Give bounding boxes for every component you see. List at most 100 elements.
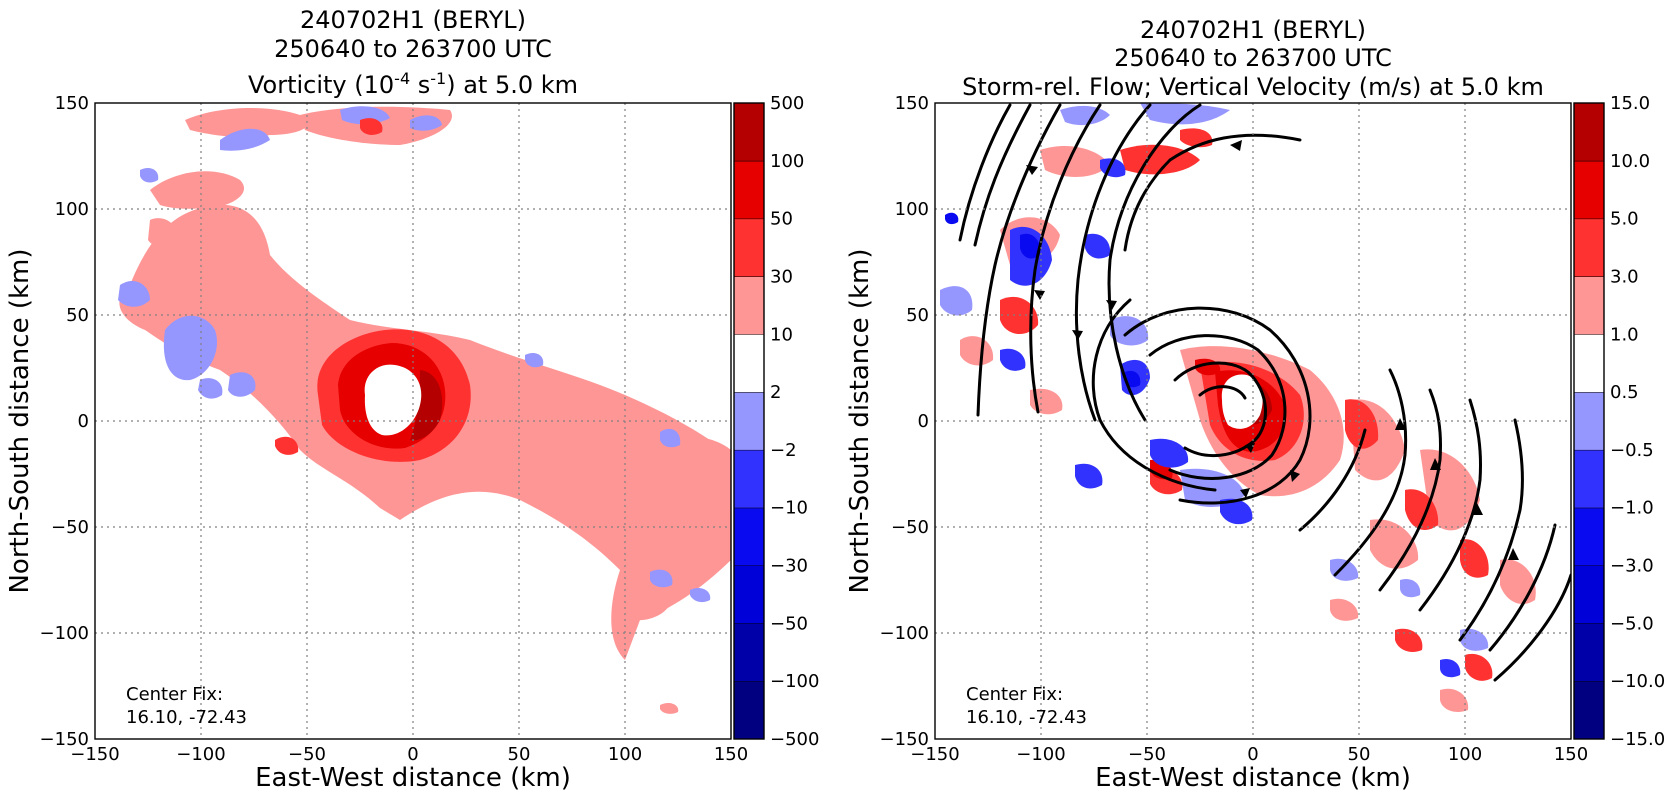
left-title-line3-post: ) at 5.0 km [446, 71, 578, 99]
colorbar-tick-label: −5.0 [1610, 613, 1654, 634]
colorbar-tick-label: −2 [770, 440, 797, 461]
colorbar-tick-label: 0.5 [1610, 382, 1639, 403]
right-y-tick-label: −50 [891, 517, 929, 538]
colorbar-segment [734, 623, 764, 682]
left-contour-50-100 [410, 370, 443, 441]
left-center-fix-label: Center Fix: [126, 684, 223, 705]
right-colorbar: −15.0 −10.0 −5.0 −3.0 −1.0 −0.5 0.5 1.0 3.0 5.0 10… [1573, 93, 1665, 750]
colorbar-segment [734, 160, 764, 219]
left-x-axis-label: East-West distance (km) [255, 763, 571, 793]
colorbar-segment [734, 103, 764, 161]
streamline-arrow [1026, 165, 1038, 175]
colorbar-tick-label: −50 [770, 613, 808, 634]
left-y-tick-label: −150 [40, 729, 89, 750]
colorbar-segment [734, 276, 764, 335]
colorbar-segment [734, 681, 764, 739]
colorbar-tick-label: −3.0 [1610, 556, 1654, 577]
colorbar-frame [733, 102, 765, 740]
left-grid [95, 103, 731, 739]
streamline [1198, 385, 1247, 400]
right-y-ticks: −150 −100 −50 0 50 100 150 [880, 93, 929, 750]
left-y-ticks: −150 −100 −50 0 50 100 150 [40, 93, 89, 750]
left-plot-frame [94, 102, 732, 740]
right-contour-neg-3-5 [945, 212, 1141, 388]
colorbar-tick-label: 1.0 [1610, 324, 1639, 345]
left-y-tick-label: 50 [66, 305, 89, 326]
left-x-ticks: −150 −100 −50 0 50 100 150 [70, 744, 748, 765]
colorbar-tick-label: −10 [770, 498, 808, 519]
streamline [1298, 428, 1367, 532]
colorbar-segment [1574, 392, 1604, 450]
right-y-tick-label: 150 [895, 93, 929, 114]
right-plot-frame [934, 102, 1572, 740]
left-panel: 240702H1 (BERYL) 250640 to 263700 UTC Vo… [5, 6, 819, 793]
left-title-line3-mid: s [410, 71, 430, 99]
left-x-tick-label: 50 [508, 744, 531, 765]
left-x-tick-label: 100 [608, 744, 642, 765]
left-y-axis-label: North-South distance (km) [5, 248, 35, 593]
streamline [1107, 103, 1202, 422]
streamline-arrow [1395, 418, 1406, 430]
streamline [1493, 573, 1571, 682]
colorbar-tick-label: 3.0 [1610, 266, 1639, 287]
colorbar-tick-label: 10 [770, 324, 793, 345]
streamline [1091, 298, 1217, 492]
colorbar-frame [1573, 102, 1605, 740]
colorbar-tick-label: 50 [770, 209, 793, 230]
left-vorticity-field [118, 106, 731, 714]
streamline [1148, 334, 1287, 480]
left-y-tick-label: −50 [51, 517, 89, 538]
colorbar-tick-label: 10.0 [1610, 151, 1650, 172]
colorbar-segment [734, 392, 764, 450]
colorbar-tick-label: −15.0 [1610, 729, 1665, 750]
left-x-tick-label: 150 [714, 744, 748, 765]
right-title-line1: 240702H1 (BERYL) [1140, 16, 1366, 44]
left-eye [364, 364, 422, 436]
left-x-tick-label: −150 [70, 744, 119, 765]
left-y-tick-label: −100 [40, 623, 89, 644]
colorbar-segment [734, 507, 764, 566]
colorbar-tick-label: −1.0 [1610, 498, 1654, 519]
colorbar-segment [1574, 507, 1604, 566]
streamline-arrow [1230, 140, 1242, 151]
left-x-tick-label: −50 [288, 744, 326, 765]
left-title-line2: 250640 to 263700 UTC [274, 35, 552, 63]
streamline [1173, 361, 1267, 458]
right-title-line3: Storm-rel. Flow; Vertical Velocity (m/s)… [962, 73, 1544, 101]
colorbar-tick-label: −10.0 [1610, 671, 1665, 692]
right-x-tick-label: 100 [1448, 744, 1482, 765]
right-panel: 240702H1 (BERYL) 250640 to 263700 UTC St… [845, 16, 1665, 793]
right-vertical-velocity-field [940, 103, 1571, 712]
right-x-tick-label: −100 [1016, 744, 1065, 765]
left-contour-neg-2-10 [118, 106, 711, 603]
left-x-tick-label: 0 [407, 744, 418, 765]
right-y-axis-label: North-South distance (km) [845, 248, 875, 593]
left-y-tick-label: 100 [55, 199, 89, 220]
left-x-tick-label: −100 [176, 744, 225, 765]
streamline [1123, 133, 1302, 252]
colorbar-tick-label: 2 [770, 382, 781, 403]
streamline [1333, 368, 1408, 577]
colorbar-segment [1574, 565, 1604, 624]
right-x-ticks: −150 −100 −50 0 50 100 150 [910, 744, 1588, 765]
streamline-arrow [1472, 503, 1483, 515]
left-y-tick-label: 0 [78, 411, 89, 432]
streamline [1029, 103, 1102, 414]
right-x-axis-label: East-West distance (km) [1095, 763, 1411, 793]
right-center-fix-label: Center Fix: [966, 684, 1063, 705]
colorbar-tick-label: −30 [770, 556, 808, 577]
left-title-line3-sup2: -1 [430, 69, 446, 88]
streamline-arrow [1508, 548, 1519, 560]
right-x-tick-label: 50 [1348, 744, 1371, 765]
colorbar-tick-label: 5.0 [1610, 209, 1639, 230]
streamline-arrow [1240, 488, 1250, 498]
colorbar-tick-label: 30 [770, 266, 793, 287]
streamline-arrow [1430, 458, 1441, 470]
streamline-arrow [1072, 330, 1083, 340]
left-contour-2-10-se [620, 588, 679, 714]
left-title-line1: 240702H1 (BERYL) [300, 6, 526, 34]
right-title-line2: 250640 to 263700 UTC [1114, 44, 1392, 72]
right-y-tick-label: −150 [880, 729, 929, 750]
left-y-tick-label: 150 [55, 93, 89, 114]
